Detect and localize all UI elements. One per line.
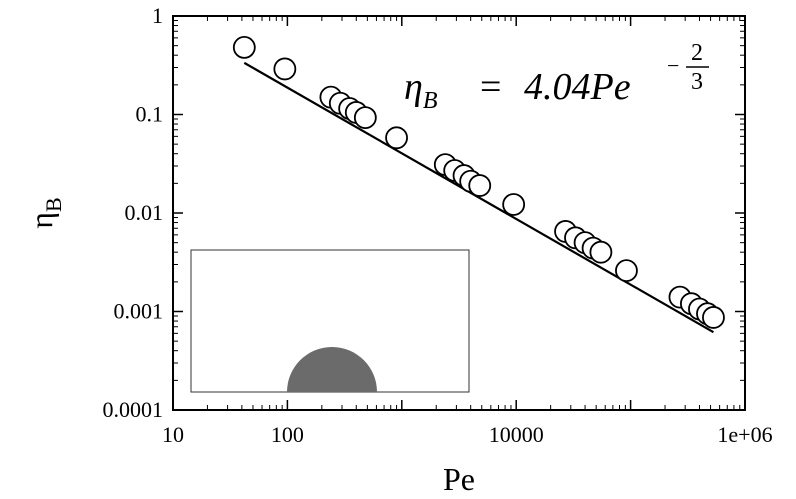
x-tick-label: 10 xyxy=(162,422,184,447)
equation-exponent-sign: − xyxy=(667,53,679,78)
data-point xyxy=(702,306,725,329)
equation-exponent-denominator: 3 xyxy=(691,69,703,95)
data-point xyxy=(273,57,297,81)
x-axis-title: Pe xyxy=(443,461,475,497)
svg-text:ηB: ηB xyxy=(23,197,66,228)
x-tick-label: 10000 xyxy=(489,422,544,447)
data-point xyxy=(468,174,492,197)
y-tick-labels: 0.0001 0.001 0.01 0.1 1 xyxy=(103,3,164,422)
y-tick-label: 0.0001 xyxy=(103,397,164,422)
y-tick-label: 1 xyxy=(152,3,163,28)
equation-lhs-subscript: B xyxy=(423,88,438,114)
data-point xyxy=(232,35,256,59)
equation-coefficient: 4.04Pe xyxy=(524,66,631,108)
y-axis-title: ηB xyxy=(23,197,66,228)
data-point xyxy=(385,126,408,150)
x-tick-label: 1e+06 xyxy=(717,422,772,447)
equation-exponent-numerator: 2 xyxy=(691,40,703,66)
y-tick-label: 0.001 xyxy=(114,299,164,324)
y-axis-title-symbol: η xyxy=(23,212,59,229)
x-tick-label: 100 xyxy=(271,422,304,447)
data-point xyxy=(502,193,526,216)
data-point xyxy=(615,259,638,283)
equation-lhs: η xyxy=(404,66,423,108)
inset-diagram xyxy=(190,249,470,393)
axis-ticks xyxy=(172,15,746,411)
y-tick-label: 0.1 xyxy=(136,102,164,127)
power-law-fit-line xyxy=(243,61,715,334)
svg-text:ηB: ηB xyxy=(404,66,438,114)
data-point xyxy=(353,106,377,130)
fit-equation-annotation: ηB = 4.04Pe − 2 3 xyxy=(404,40,709,114)
x-tick-labels: 10 100 10000 1e+06 xyxy=(162,422,773,447)
equation-equals: = xyxy=(480,66,501,108)
y-axis-title-subscript: B xyxy=(41,197,66,212)
y-tick-label: 0.01 xyxy=(125,200,164,225)
inset-hemisphere xyxy=(287,347,377,392)
data-points xyxy=(232,35,725,329)
data-point xyxy=(589,240,613,264)
